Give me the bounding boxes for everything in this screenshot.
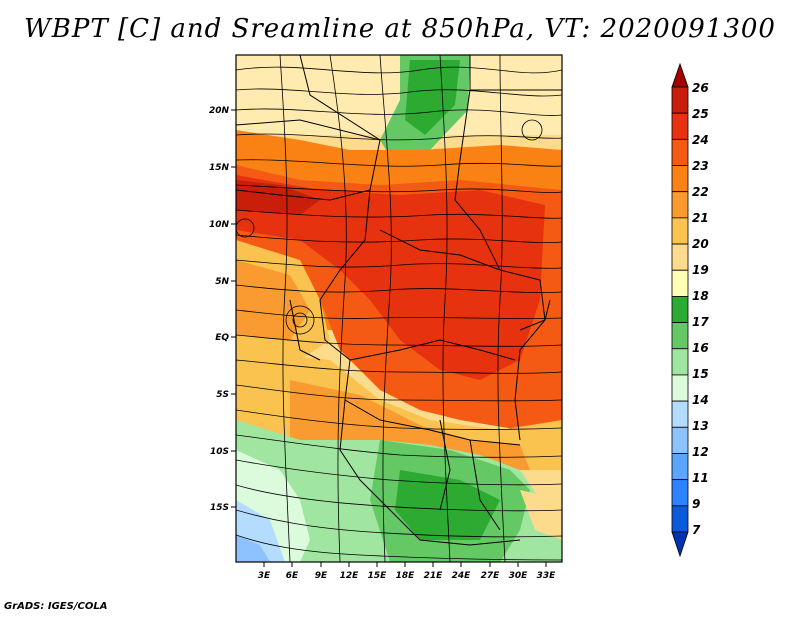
colorbar-cell — [671, 112, 689, 140]
lat-label: 15N — [209, 163, 230, 173]
colorbar-label: 17 — [692, 315, 709, 329]
lon-label: 33E — [537, 571, 557, 581]
colorbar-label: 21 — [692, 211, 709, 225]
colorbar-top-arrow — [671, 62, 689, 88]
colorbar-cell — [671, 348, 689, 376]
lat-label: 15S — [210, 503, 229, 513]
lon-label: 18E — [396, 571, 416, 581]
lon-label: 30E — [509, 571, 529, 581]
country-borders — [236, 55, 562, 546]
colorbar-cell — [671, 86, 689, 114]
colorbar-cell — [671, 165, 689, 193]
colorbar-label: 23 — [692, 159, 709, 173]
colorbar-cell — [671, 453, 689, 481]
colorbar-cell — [671, 269, 689, 297]
map-title: WBPT [C] and Sreamline at 850hPa, VT: 20… — [24, 14, 776, 44]
latitude-ticks — [231, 109, 236, 508]
colorbar-cell — [671, 479, 689, 507]
colorbar-cell — [671, 374, 689, 402]
colorbar: 26 25 24 23 22 21 20 19 18 17 16 15 14 1… — [671, 62, 709, 558]
colorbar-cell — [671, 243, 689, 271]
colorbar-label: 19 — [692, 263, 709, 277]
colorbar-cell — [671, 191, 689, 219]
lon-label: 21E — [424, 571, 444, 581]
colorbar-label: 14 — [692, 393, 709, 407]
colorbar-cell — [671, 138, 689, 166]
lat-label: EQ — [215, 333, 229, 343]
colorbar-cell — [671, 217, 689, 245]
streamlines — [236, 55, 562, 562]
colorbar-label: 25 — [692, 107, 709, 121]
lat-label: 10N — [209, 220, 230, 230]
colorbar-label: 13 — [692, 419, 709, 433]
lon-label: 15E — [368, 571, 388, 581]
colorbar-label: 9 — [692, 497, 700, 511]
lat-label: 5S — [216, 390, 229, 400]
colorbar-label: 12 — [692, 445, 709, 459]
colorbar-cell — [671, 296, 689, 323]
lon-label: 12E — [340, 571, 360, 581]
lat-label: 20N — [209, 106, 230, 116]
lon-label: 6E — [286, 571, 299, 581]
colorbar-label: 20 — [692, 237, 709, 251]
colorbar-label: 18 — [692, 289, 709, 303]
colorbar-cell — [671, 505, 689, 533]
colorbar-label: 11 — [692, 471, 709, 485]
grads-credit: GrADS: IGES/COLA — [4, 601, 108, 612]
colorbar-cells — [671, 86, 689, 533]
colorbar-cell — [671, 322, 689, 350]
colorbar-label: 16 — [692, 341, 709, 355]
lon-label: 9E — [315, 571, 328, 581]
lat-label: 10S — [210, 447, 229, 457]
colorbar-label: 24 — [692, 133, 709, 147]
colorbar-cell — [671, 426, 689, 454]
lon-label: 3E — [258, 571, 271, 581]
colorbar-bottom-arrow — [671, 531, 689, 558]
colorbar-cell — [671, 400, 689, 428]
lon-label: 27E — [481, 571, 501, 581]
lat-label: 5N — [215, 277, 229, 287]
map-frame — [235, 54, 563, 563]
colorbar-label: 15 — [692, 367, 709, 381]
lon-label: 24E — [452, 571, 472, 581]
colorbar-label: 7 — [692, 523, 701, 537]
longitude-ticks — [263, 562, 547, 567]
colorbar-label: 22 — [692, 185, 709, 199]
colorbar-label: 26 — [692, 81, 709, 95]
